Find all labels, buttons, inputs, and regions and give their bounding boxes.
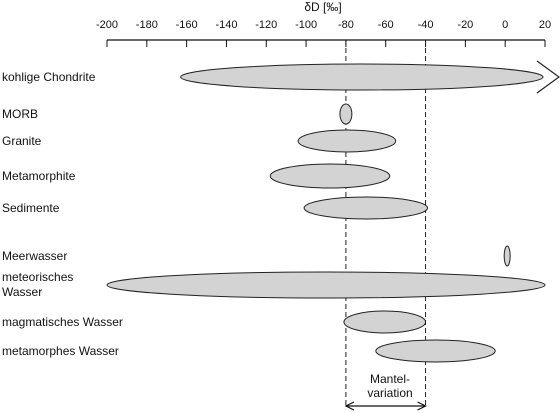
tick-label: -20 <box>457 19 473 31</box>
range-ellipse <box>503 245 511 267</box>
tick-label: -160 <box>176 19 198 31</box>
mantle-variation-indicator: Mantel- variation <box>344 372 427 411</box>
tick-label: -200 <box>96 19 118 31</box>
tick-label: -80 <box>338 19 354 31</box>
tick-label: -120 <box>255 19 277 31</box>
reservoir-label: Sedimente <box>2 201 60 215</box>
reservoir-label: Granite <box>2 134 42 148</box>
range-ellipse <box>297 129 397 153</box>
reservoir-label: meteorisches Wasser <box>2 270 73 299</box>
reservoir-label: magmatisches Wasser <box>2 315 123 329</box>
axis-ticks: -200 -180 -160 -140 -120 -100 -80 -60 -40 -20 0 20 <box>96 19 551 47</box>
tick-label: -100 <box>295 19 317 31</box>
tick-label: 20 <box>539 19 551 31</box>
reservoir-label: Meerwasser <box>2 249 67 263</box>
mantle-variation-label-1: Mantel- <box>370 372 410 386</box>
range-ellipse <box>180 63 544 91</box>
tick-label: -60 <box>378 19 394 31</box>
mantle-arrow-left <box>344 401 355 411</box>
range-ellipse <box>375 339 496 363</box>
reservoir-label: MORB <box>2 107 38 121</box>
range-ellipse <box>303 196 429 220</box>
tick-label: 0 <box>502 19 508 31</box>
reservoir-label: Metamorphite <box>2 169 76 183</box>
mantle-variation-label-2: variation <box>367 386 412 400</box>
tick-label: -140 <box>215 19 237 31</box>
arrow-head <box>536 60 560 94</box>
range-ellipse <box>339 103 353 125</box>
range-ellipse <box>106 271 546 299</box>
mantle-arrow-right <box>417 401 427 411</box>
reservoir-label: kohlige Chondrite <box>2 70 96 84</box>
axis-title: δD [‰] <box>304 0 341 14</box>
tick-label: -180 <box>136 19 158 31</box>
reservoir-label: metamorphes Wasser <box>2 344 119 358</box>
reservoir-rows: kohlige Chondrite MORB Granite Metamorphite… <box>2 60 560 363</box>
tick-label: -40 <box>418 19 434 31</box>
range-ellipse <box>269 163 391 189</box>
range-ellipse <box>343 310 427 334</box>
